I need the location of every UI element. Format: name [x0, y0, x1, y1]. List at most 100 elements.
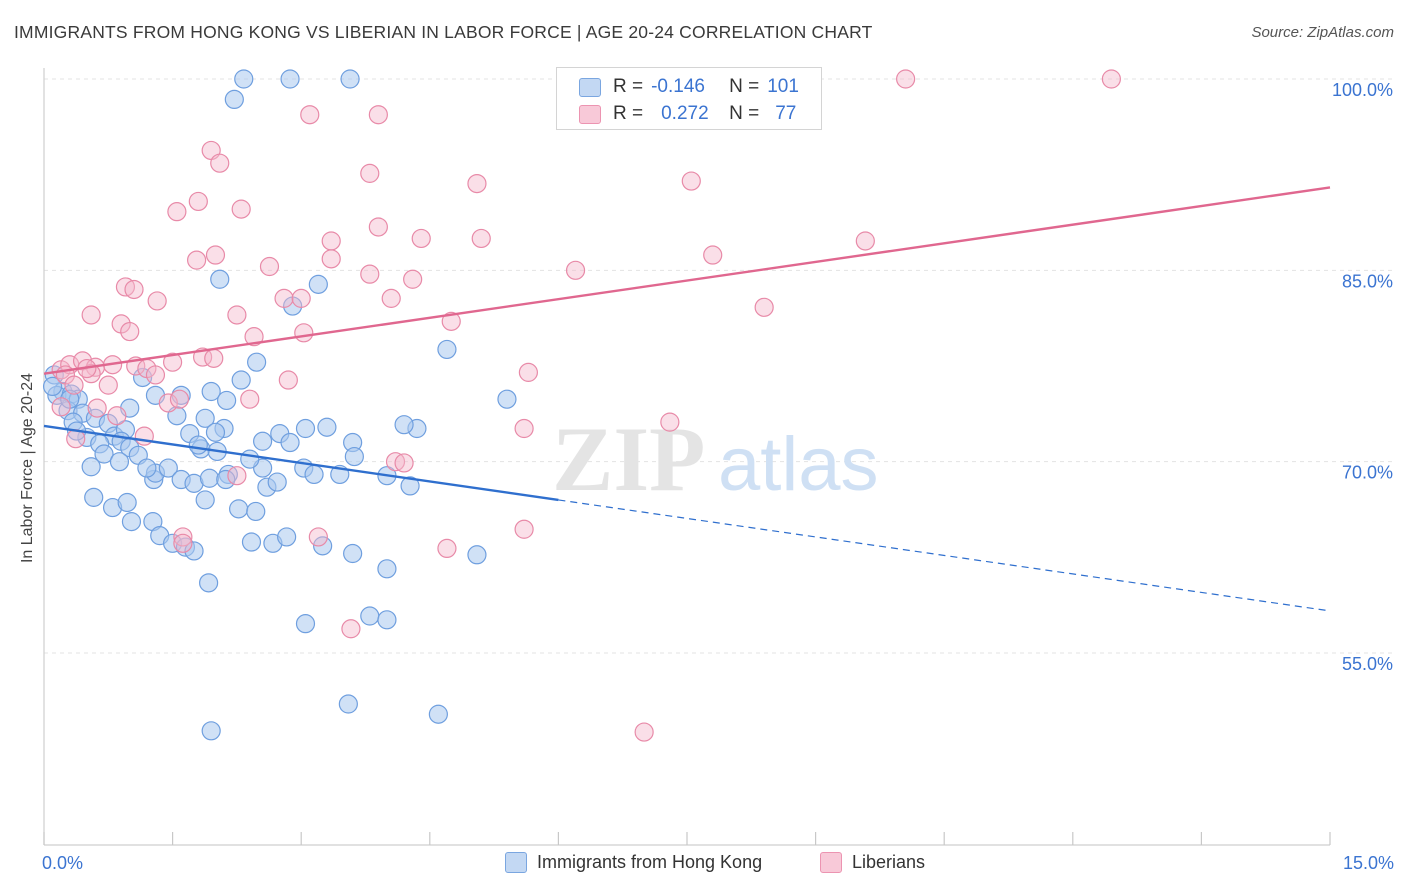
- legend-swatch-blue: [579, 77, 601, 97]
- liberians-point: [64, 375, 84, 395]
- hong-kong-point: [210, 269, 230, 289]
- liberians-point: [227, 305, 247, 325]
- hong-kong-point: [344, 446, 364, 467]
- hong-kong-point: [205, 422, 226, 442]
- hong-kong-point: [217, 390, 237, 411]
- axes: [43, 68, 1331, 846]
- liberians-point: [565, 260, 586, 280]
- liberians-point: [81, 305, 101, 325]
- liberians-trend-line: [43, 186, 1331, 375]
- legend-n-value: 77: [775, 103, 797, 124]
- source-credit: Source: ZipAtlas.com: [1251, 24, 1394, 41]
- legend-r-label: R =: [613, 103, 644, 124]
- liberians-point: [173, 527, 193, 547]
- liberians-point: [205, 245, 226, 265]
- legend-n-label: N =: [729, 76, 760, 97]
- liberians-point: [124, 279, 144, 300]
- liberians-point: [514, 519, 534, 539]
- series-hong-kong-points: [42, 69, 517, 741]
- hong-kong-point: [428, 704, 448, 724]
- liberians-point: [187, 250, 207, 270]
- liberians-point: [167, 202, 187, 222]
- hong-kong-point: [340, 69, 360, 89]
- liberians-point: [244, 327, 264, 347]
- hong-kong-point: [42, 376, 63, 397]
- bottom-legend-swatch-pink: [820, 852, 842, 873]
- hong-kong-trend-line: [43, 424, 559, 502]
- liberians-point: [394, 453, 414, 473]
- liberians-point: [169, 389, 190, 409]
- liberians-point: [87, 398, 107, 418]
- hong-kong-point: [338, 694, 358, 714]
- hong-kong-point: [267, 472, 287, 492]
- liberians-point: [107, 406, 127, 426]
- liberians-point: [360, 163, 380, 183]
- hong-kong-point: [241, 532, 262, 552]
- liberians-point: [518, 362, 538, 382]
- chart-title: IMMIGRANTS FROM HONG KONG VS LIBERIAN IN…: [14, 22, 873, 42]
- bottom-legend-label: Immigrants from Hong Kong: [537, 852, 763, 872]
- liberians-point: [703, 245, 723, 265]
- liberians-point: [158, 393, 178, 413]
- liberians-point: [896, 69, 916, 89]
- hong-kong-point: [377, 610, 397, 630]
- liberians-point: [188, 191, 208, 212]
- legend-r-value: -0.146: [651, 76, 705, 97]
- hong-kong-point: [304, 464, 324, 485]
- liberians-point: [368, 105, 388, 125]
- liberians-point: [227, 466, 247, 486]
- liberians-point: [441, 311, 461, 331]
- tick-labels: 55.0% 70.0% 85.0% 100.0% 0.0% 15.0%: [42, 80, 1394, 873]
- liberians-point: [681, 171, 701, 191]
- liberians-point: [467, 173, 487, 194]
- liberians-point: [437, 538, 457, 559]
- hong-kong-point: [109, 452, 130, 472]
- hong-kong-point: [295, 614, 316, 634]
- hong-kong-point: [295, 418, 316, 439]
- liberians-point: [231, 199, 251, 219]
- hong-kong-point: [229, 499, 249, 519]
- hong-kong-point: [437, 339, 457, 360]
- hong-kong-point: [247, 352, 267, 372]
- y-tick-label: 85.0%: [1342, 271, 1393, 291]
- liberians-point: [278, 370, 298, 390]
- hong-kong-point: [121, 512, 142, 532]
- hong-kong-trend-extension: [558, 499, 1331, 612]
- x-tick-label: 0.0%: [42, 853, 83, 873]
- y-axis-label: In Labor Force | Age 20-24: [19, 372, 36, 564]
- hong-kong-point: [158, 458, 178, 478]
- hong-kong-point: [277, 527, 297, 547]
- liberians-point: [634, 722, 654, 742]
- legend-r-value: 0.272: [661, 103, 709, 124]
- liberians-point: [368, 217, 388, 237]
- hong-kong-point: [84, 487, 104, 507]
- liberians-point: [240, 389, 260, 409]
- bottom-legend-liberians: Liberians: [820, 852, 925, 873]
- bottom-legend-label: Liberians: [852, 852, 926, 872]
- liberians-point: [514, 418, 534, 439]
- y-tick-label: 100.0%: [1332, 80, 1393, 100]
- liberians-point: [471, 228, 491, 249]
- liberians-point: [210, 153, 230, 173]
- legend-row-liberians: R = 0.272 N = 77: [579, 101, 796, 127]
- hong-kong-point: [195, 408, 215, 428]
- bottom-legend-swatch-blue: [505, 852, 527, 873]
- hong-kong-point: [224, 89, 244, 110]
- liberians-point: [341, 619, 361, 639]
- hong-kong-point: [188, 435, 208, 455]
- liberians-point: [660, 412, 680, 432]
- watermark-zip: ZIP: [552, 408, 705, 510]
- y-tick-label: 70.0%: [1342, 463, 1393, 483]
- liberians-point: [204, 348, 224, 368]
- hong-kong-point: [394, 415, 414, 435]
- hong-kong-point: [308, 274, 328, 294]
- liberians-point: [259, 256, 280, 277]
- hong-kong-point: [184, 541, 204, 561]
- hong-kong-point: [81, 457, 101, 477]
- legend-r-label: R =: [613, 76, 644, 97]
- hong-kong-point: [137, 458, 157, 478]
- hong-kong-point: [317, 417, 337, 437]
- watermark: ZIP atlas: [552, 408, 879, 510]
- watermark-atlas: atlas: [718, 422, 879, 507]
- grid-lines: [44, 78, 1392, 654]
